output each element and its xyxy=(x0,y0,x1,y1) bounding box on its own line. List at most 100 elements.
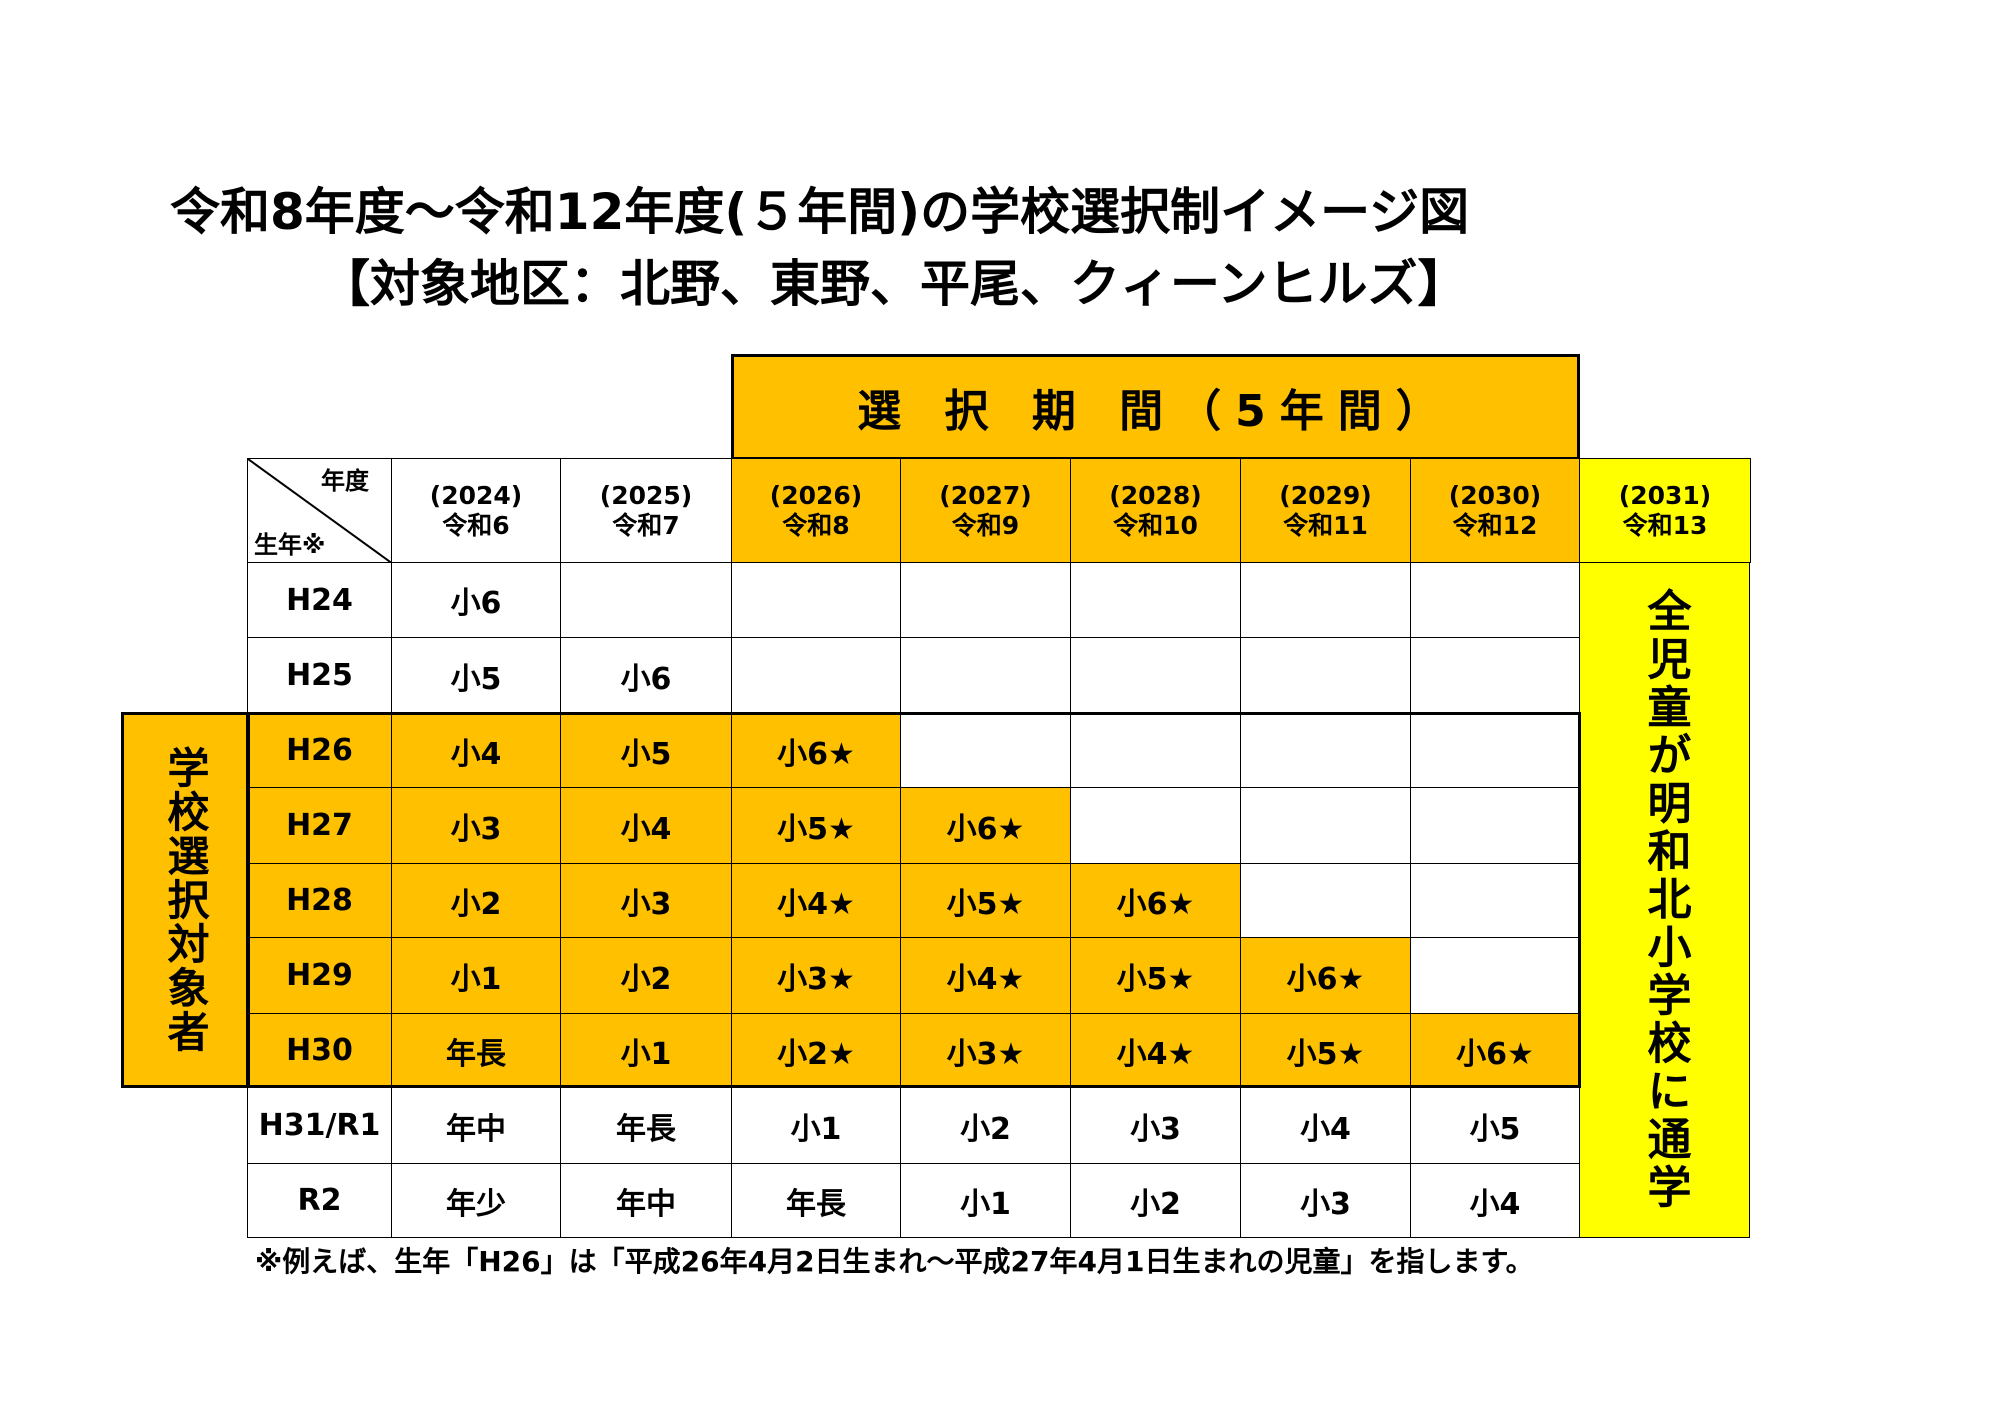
grade-cell: 小1 xyxy=(731,1087,901,1164)
grade-cell: 小1 xyxy=(900,1163,1071,1238)
birth-year-cell: H27 xyxy=(247,787,392,864)
column-header: (2029) 令和11 xyxy=(1240,458,1411,563)
grade-cell: 年長 xyxy=(560,1087,732,1164)
grade-cell xyxy=(1410,713,1580,788)
grade-cell xyxy=(1070,787,1241,864)
grade-cell xyxy=(1240,787,1411,864)
column-year: (2031) xyxy=(1618,480,1712,510)
column-reiwa: 令和6 xyxy=(442,510,510,540)
grade-cell: 小1 xyxy=(391,937,561,1014)
grade-cell xyxy=(900,713,1071,788)
title-line-1: 令和8年度～令和12年度(５年間)の学校選択制イメージ図 xyxy=(170,183,1470,241)
grade-cell xyxy=(1240,562,1411,638)
column-year: (2030) xyxy=(1448,480,1542,510)
grade-cell: 小4★ xyxy=(900,937,1071,1014)
grade-cell: 年長 xyxy=(391,1013,561,1088)
grade-cell xyxy=(731,637,901,714)
column-header: (2027) 令和9 xyxy=(900,458,1071,563)
column-reiwa: 令和11 xyxy=(1283,510,1368,540)
column-year: (2027) xyxy=(939,480,1032,510)
grade-cell: 小4 xyxy=(1240,1087,1411,1164)
grade-cell: 小5 xyxy=(560,713,732,788)
grade-cell: 小3 xyxy=(560,863,732,938)
grade-cell xyxy=(560,562,732,638)
column-header: (2026) 令和8 xyxy=(731,458,901,563)
target-students-label: 学校選択対象者 xyxy=(121,712,249,1088)
grade-cell: 小4★ xyxy=(731,863,901,938)
grade-cell: 小5★ xyxy=(900,863,1071,938)
grade-cell xyxy=(1410,937,1580,1014)
grade-cell: 小3 xyxy=(1070,1087,1241,1164)
grade-cell xyxy=(1070,713,1241,788)
grade-cell: 小2★ xyxy=(731,1013,901,1088)
grade-cell xyxy=(1240,863,1411,938)
grade-cell: 小6 xyxy=(391,562,561,638)
grade-cell: 小2 xyxy=(1070,1163,1241,1238)
grade-cell: 小6★ xyxy=(1410,1013,1580,1088)
grade-cell: 小3★ xyxy=(731,937,901,1014)
corner-header: 年度 生年※ xyxy=(247,458,393,564)
selection-period-header: 選 択 期 間（5年間） xyxy=(731,354,1580,460)
column-header: (2025) 令和7 xyxy=(560,458,732,563)
birth-year-cell: H30 xyxy=(247,1013,392,1088)
grade-cell: 小5★ xyxy=(1240,1013,1411,1088)
grade-cell xyxy=(1410,562,1580,638)
column-reiwa: 令和9 xyxy=(951,510,1020,540)
column-year: (2026) xyxy=(769,480,863,510)
column-reiwa: 令和12 xyxy=(1452,510,1538,540)
grade-cell: 小6★ xyxy=(1070,863,1241,938)
grade-cell: 小5★ xyxy=(1070,937,1241,1014)
birth-year-cell: H24 xyxy=(247,562,392,638)
column-year: (2025) xyxy=(599,480,693,510)
grade-cell: 小3 xyxy=(391,787,561,864)
grade-cell: 小4 xyxy=(560,787,732,864)
column-reiwa: 令和10 xyxy=(1113,510,1198,540)
grade-cell: 小4 xyxy=(391,713,561,788)
column-reiwa: 令和8 xyxy=(782,510,850,540)
column-reiwa: 令和13 xyxy=(1622,510,1708,540)
grade-cell: 小6★ xyxy=(1240,937,1411,1014)
grade-cell: 小2 xyxy=(560,937,732,1014)
column-reiwa: 令和7 xyxy=(612,510,680,540)
birth-year-cell: H26 xyxy=(247,713,392,788)
column-header: (2024) 令和6 xyxy=(391,458,561,563)
grade-cell: 小4 xyxy=(1410,1163,1580,1238)
grade-cell xyxy=(1240,637,1411,714)
grade-cell: 年長 xyxy=(731,1163,901,1238)
grade-cell: 小2 xyxy=(391,863,561,938)
grade-cell xyxy=(900,562,1071,638)
grade-cell: 小6★ xyxy=(900,787,1071,864)
grade-cell xyxy=(1410,637,1580,714)
footnote: ※例えば、生年「H26」は「平成26年4月2日生まれ～平成27年4月1日生まれの… xyxy=(255,1245,1534,1278)
birth-year-cell: R2 xyxy=(247,1163,392,1238)
column-header: (2031) 令和13 xyxy=(1579,458,1751,563)
grade-cell: 小6★ xyxy=(731,713,901,788)
column-year: (2024) xyxy=(429,480,523,510)
birth-year-cell: H29 xyxy=(247,937,392,1014)
grade-cell xyxy=(1410,787,1580,864)
all-students-note: 全児童が明和北小学校に通学 xyxy=(1579,562,1750,1238)
grade-cell: 小5 xyxy=(1410,1087,1580,1164)
corner-birth-label: 生年※ xyxy=(254,531,326,559)
grade-cell xyxy=(1410,863,1580,938)
grade-cell: 小5★ xyxy=(731,787,901,864)
grade-cell: 小4★ xyxy=(1070,1013,1241,1088)
grade-cell: 年中 xyxy=(560,1163,732,1238)
birth-year-cell: H28 xyxy=(247,863,392,938)
grade-cell xyxy=(731,562,901,638)
grade-cell: 年中 xyxy=(391,1087,561,1164)
grade-cell xyxy=(1070,562,1241,638)
grade-cell: 小3★ xyxy=(900,1013,1071,1088)
diagonal-line xyxy=(248,459,393,564)
corner-year-label: 年度 xyxy=(321,467,369,495)
grade-cell xyxy=(1070,637,1241,714)
birth-year-cell: H31/R1 xyxy=(247,1087,392,1164)
grade-cell: 小5 xyxy=(391,637,561,714)
grade-cell: 年少 xyxy=(391,1163,561,1238)
grade-cell: 小6 xyxy=(560,637,732,714)
grade-cell xyxy=(900,637,1071,714)
grade-cell xyxy=(1240,713,1411,788)
column-year: (2029) xyxy=(1279,480,1372,510)
column-year: (2028) xyxy=(1109,480,1202,510)
